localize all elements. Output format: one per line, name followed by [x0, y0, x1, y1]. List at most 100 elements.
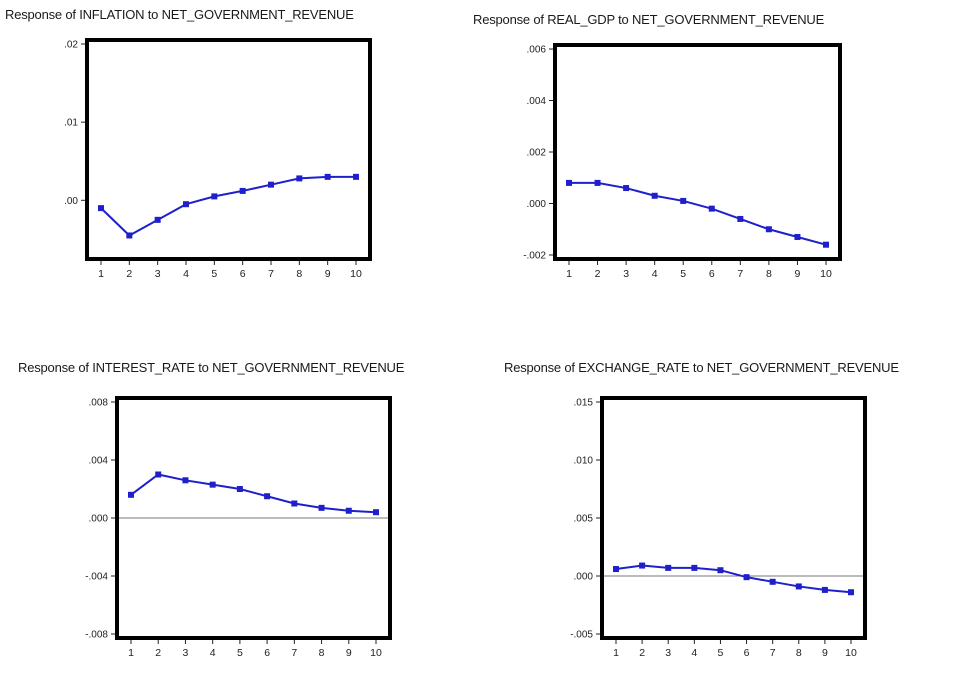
x-tick-label: 4 [210, 647, 216, 659]
y-tick-label: .010 [574, 456, 594, 467]
x-tick-label: 4 [691, 647, 697, 659]
series-line [100, 175, 356, 237]
data-point [794, 233, 801, 240]
data-point [639, 562, 646, 569]
data-point [769, 578, 776, 585]
x-tick-label: 9 [795, 268, 801, 280]
x-tick-label: 7 [737, 268, 743, 280]
data-point [651, 192, 658, 199]
data-point [183, 201, 189, 208]
data-point [373, 509, 379, 516]
x-tick-label: 2 [126, 268, 132, 280]
x-tick-label: 9 [346, 647, 352, 659]
data-point [848, 589, 854, 596]
data-point [345, 507, 352, 514]
x-tick-label: 1 [566, 268, 572, 280]
x-tick-label: 5 [237, 647, 243, 659]
x-tick-label: 9 [822, 647, 828, 659]
y-tick-label: -.002 [523, 251, 546, 262]
x-tick-label: 1 [98, 268, 104, 280]
y-tick-label: .02 [64, 40, 78, 51]
x-tick-label: 4 [183, 268, 189, 280]
y-tick-label: .006 [527, 45, 547, 56]
data-point [318, 504, 325, 511]
x-tick-label: 1 [613, 647, 619, 659]
data-point [823, 241, 829, 248]
y-tick-label: .008 [89, 398, 109, 409]
x-tick-label: 7 [770, 647, 776, 659]
data-point [264, 493, 271, 500]
x-tick-label: 10 [820, 268, 832, 280]
x-tick-label: 5 [680, 268, 686, 280]
x-tick-label: 10 [350, 268, 362, 280]
y-tick-label: .004 [527, 96, 547, 107]
x-tick-label: 7 [268, 268, 274, 280]
data-point [594, 179, 601, 186]
series-line [130, 473, 377, 514]
data-point [691, 564, 698, 571]
data-point [239, 187, 246, 194]
x-tick-label: 9 [325, 268, 331, 280]
chart-title-exchange-rate: Response of EXCHANGE_RATE to NET_GOVERNM… [504, 360, 899, 375]
series-line [615, 564, 852, 594]
y-tick-label: -.005 [570, 630, 593, 641]
y-tick-label: .000 [574, 572, 594, 583]
x-tick-label: 8 [296, 268, 302, 280]
data-point [324, 173, 331, 180]
x-tick-label: 3 [665, 647, 671, 659]
y-tick-label: .004 [89, 456, 109, 467]
data-point [737, 215, 744, 222]
chart-title-real-gdp: Response of REAL_GDP to NET_GOVERNMENT_R… [473, 12, 825, 27]
x-tick-label: 3 [183, 647, 189, 659]
data-point [155, 471, 162, 478]
x-tick-label: 6 [709, 268, 715, 280]
data-point [623, 185, 630, 192]
data-point [743, 574, 750, 581]
x-tick-label: 1 [128, 647, 134, 659]
y-tick-label: .000 [527, 199, 547, 210]
data-point [680, 197, 687, 204]
x-tick-label: 8 [766, 268, 772, 280]
data-point [268, 181, 274, 188]
data-point [98, 205, 104, 212]
x-tick-label: 3 [623, 268, 629, 280]
plot-frame [553, 43, 842, 261]
data-point [795, 583, 802, 590]
plot-frame [115, 396, 392, 640]
x-tick-label: 6 [744, 647, 750, 659]
x-tick-label: 10 [845, 647, 857, 659]
data-point [665, 564, 672, 571]
data-point [209, 481, 216, 488]
y-tick-label: .00 [64, 196, 78, 207]
y-tick-label: .000 [89, 514, 109, 525]
x-tick-label: 2 [639, 647, 645, 659]
data-point [291, 500, 298, 507]
chart-title-interest-rate: Response of INTEREST_RATE to NET_GOVERNM… [18, 360, 405, 375]
y-tick-label: -.004 [85, 572, 108, 583]
data-point [126, 232, 133, 239]
data-point [717, 567, 724, 574]
data-point [211, 193, 218, 200]
data-point [821, 586, 828, 593]
x-tick-label: 2 [155, 647, 161, 659]
x-tick-label: 4 [652, 268, 658, 280]
x-tick-label: 6 [264, 647, 270, 659]
data-point [708, 205, 715, 212]
plot-frame [600, 396, 867, 640]
data-point [236, 486, 243, 492]
y-tick-label: .015 [574, 398, 594, 409]
data-point [566, 179, 572, 186]
x-tick-label: 10 [370, 647, 382, 659]
data-point [154, 216, 161, 223]
x-tick-label: 7 [291, 647, 297, 659]
y-tick-label: .01 [64, 118, 78, 129]
y-tick-label: .002 [527, 148, 547, 159]
x-tick-label: 3 [155, 268, 161, 280]
plot-frame [85, 38, 372, 261]
data-point [353, 173, 359, 180]
x-tick-label: 6 [240, 268, 246, 280]
